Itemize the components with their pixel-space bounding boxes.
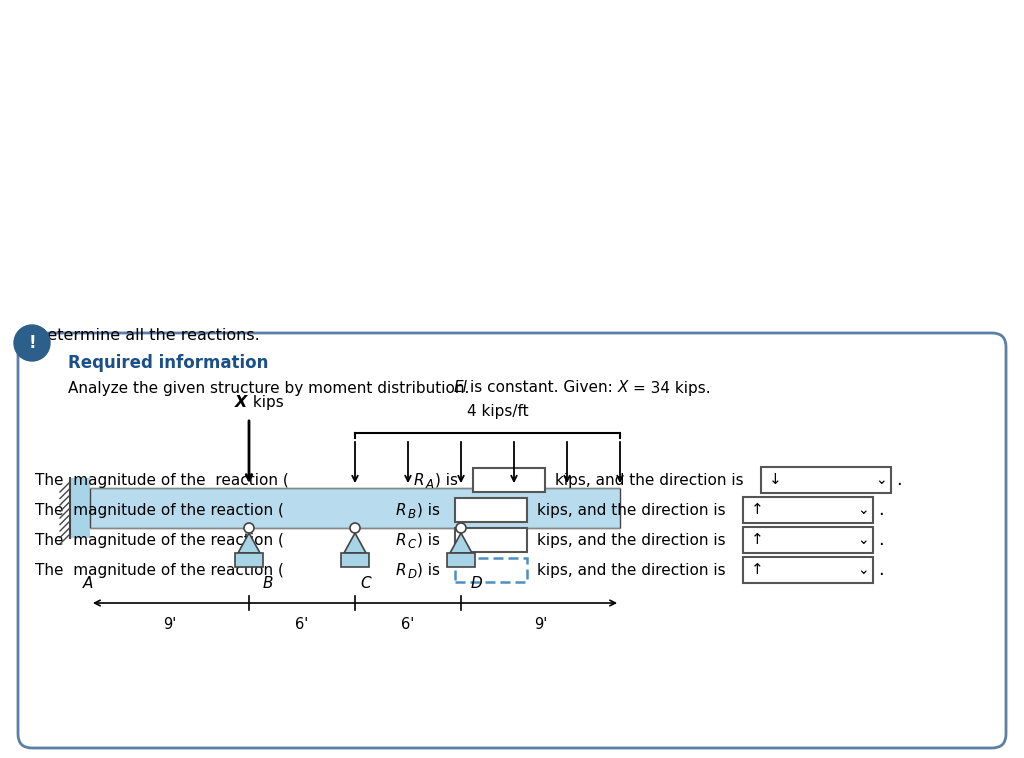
Bar xyxy=(743,527,873,553)
Text: The  magnitude of the  reaction (: The magnitude of the reaction ( xyxy=(35,472,289,487)
Text: ⌄: ⌄ xyxy=(857,503,868,517)
Text: C: C xyxy=(408,537,416,550)
Text: 6': 6' xyxy=(295,617,308,632)
Text: .: . xyxy=(878,501,884,519)
Text: is constant. Given:: is constant. Given: xyxy=(470,381,617,396)
Text: 9': 9' xyxy=(163,617,176,632)
Circle shape xyxy=(14,325,50,361)
Text: ⌄: ⌄ xyxy=(857,563,868,577)
Text: ↑: ↑ xyxy=(751,503,764,518)
Text: X: X xyxy=(618,381,629,396)
Polygon shape xyxy=(450,533,472,553)
Text: El: El xyxy=(454,381,468,396)
Text: A: A xyxy=(426,478,434,490)
Text: .: . xyxy=(878,561,884,579)
FancyBboxPatch shape xyxy=(18,333,1006,748)
Bar xyxy=(473,468,545,492)
Bar xyxy=(70,478,90,538)
Bar xyxy=(447,553,475,567)
Text: ↑: ↑ xyxy=(751,562,764,578)
Text: ↑: ↑ xyxy=(751,533,764,547)
Text: ⌄: ⌄ xyxy=(876,473,887,487)
Text: kips, and the direction is: kips, and the direction is xyxy=(555,472,743,487)
Text: ) is: ) is xyxy=(417,562,440,578)
Text: 9': 9' xyxy=(534,617,547,632)
Text: Determine all the reactions.: Determine all the reactions. xyxy=(35,328,260,343)
Text: The  magnitude of the reaction (: The magnitude of the reaction ( xyxy=(35,503,284,518)
Text: .: . xyxy=(896,471,902,489)
Text: X: X xyxy=(234,395,247,410)
Bar xyxy=(341,553,369,567)
Text: C: C xyxy=(360,576,371,591)
Circle shape xyxy=(456,523,466,533)
Text: D: D xyxy=(471,576,482,591)
Text: $R$: $R$ xyxy=(395,502,407,518)
Text: A: A xyxy=(83,576,93,591)
Text: Required information: Required information xyxy=(68,354,268,372)
Text: kips, and the direction is: kips, and the direction is xyxy=(537,562,726,578)
Text: B: B xyxy=(263,576,273,591)
Text: !: ! xyxy=(29,334,36,352)
Text: .: . xyxy=(878,531,884,549)
Bar xyxy=(743,497,873,523)
Text: D: D xyxy=(408,568,417,581)
Text: kips, and the direction is: kips, and the direction is xyxy=(537,503,726,518)
Text: kips: kips xyxy=(248,395,284,410)
Text: ↓: ↓ xyxy=(769,472,781,487)
Text: ⌄: ⌄ xyxy=(857,533,868,547)
Bar xyxy=(761,467,891,493)
Text: Analyze the given structure by moment distribution.: Analyze the given structure by moment di… xyxy=(68,381,474,396)
Polygon shape xyxy=(238,533,260,553)
Text: ) is: ) is xyxy=(417,533,440,547)
Text: = 34 kips.: = 34 kips. xyxy=(630,381,711,396)
Text: The  magnitude of the reaction (: The magnitude of the reaction ( xyxy=(35,533,284,547)
Text: 6': 6' xyxy=(401,617,415,632)
Text: 4 kips/ft: 4 kips/ft xyxy=(467,404,528,419)
Text: $R$: $R$ xyxy=(413,472,424,488)
Text: ) is: ) is xyxy=(435,472,458,487)
Bar xyxy=(455,528,527,552)
Bar xyxy=(743,557,873,583)
Text: $R$: $R$ xyxy=(395,532,407,548)
Text: ) is: ) is xyxy=(417,503,440,518)
Text: $R$: $R$ xyxy=(395,562,407,578)
Bar xyxy=(90,488,620,528)
Text: kips, and the direction is: kips, and the direction is xyxy=(537,533,726,547)
FancyBboxPatch shape xyxy=(455,558,527,582)
Circle shape xyxy=(350,523,360,533)
Bar xyxy=(234,553,263,567)
Text: The  magnitude of the reaction (: The magnitude of the reaction ( xyxy=(35,562,284,578)
Text: B: B xyxy=(408,508,416,521)
Circle shape xyxy=(244,523,254,533)
Polygon shape xyxy=(344,533,366,553)
Bar xyxy=(455,498,527,522)
